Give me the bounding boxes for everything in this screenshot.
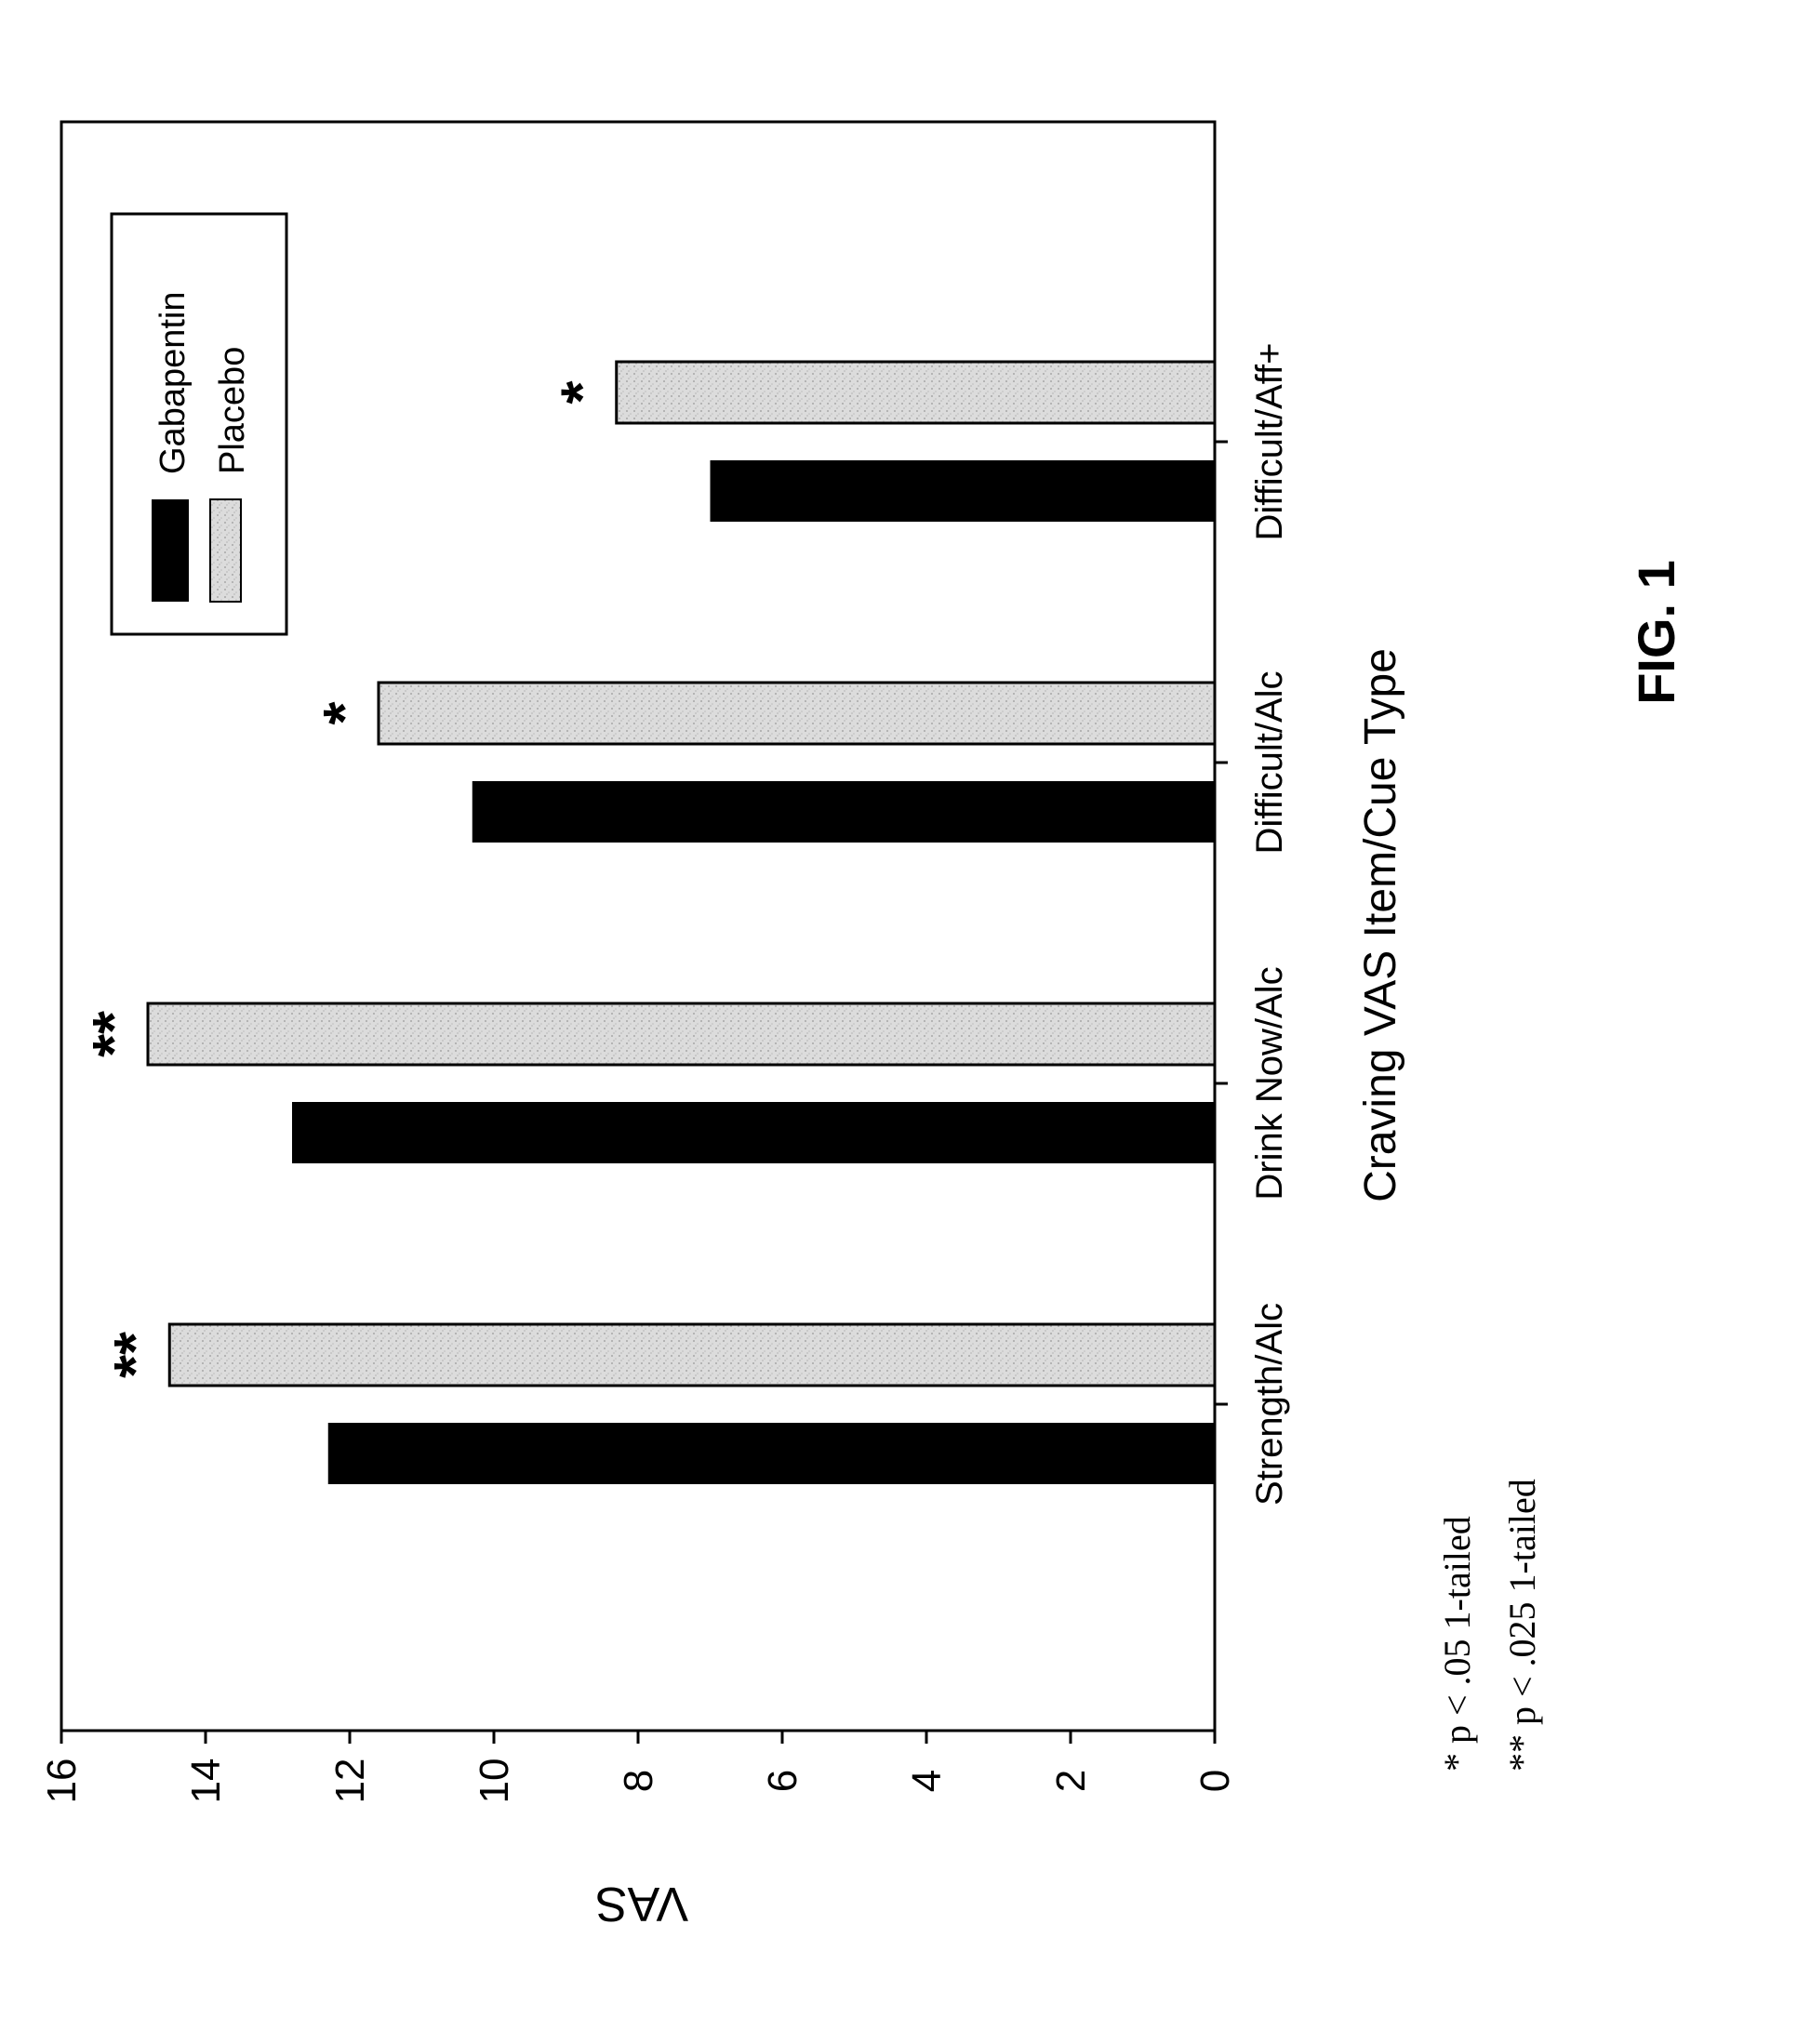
bars bbox=[148, 362, 1215, 1484]
legend-swatch-placebo bbox=[210, 499, 241, 602]
bar-placebo bbox=[379, 683, 1215, 744]
legend-label-gabapentin: Gabapentin bbox=[153, 292, 193, 475]
y-tick-label: 8 bbox=[616, 1770, 661, 1792]
category-label: Difficult/Alc bbox=[1249, 670, 1290, 854]
category-label: Difficult/Aff+ bbox=[1249, 342, 1290, 540]
footnote-one-star: * p < .05 1-tailed bbox=[1436, 1516, 1478, 1772]
bar-placebo bbox=[617, 362, 1215, 423]
significance-mark: ** bbox=[80, 1011, 147, 1057]
y-tick-label: 0 bbox=[1192, 1770, 1238, 1792]
legend: Gabapentin Placebo bbox=[112, 214, 286, 634]
footnote-two-star: ** p < .025 1-tailed bbox=[1501, 1479, 1543, 1772]
bar-gabapentin bbox=[473, 781, 1215, 843]
y-tick-label: 16 bbox=[39, 1759, 85, 1804]
bar-placebo bbox=[169, 1324, 1215, 1386]
bar-gabapentin bbox=[292, 1102, 1215, 1163]
y-axis-title: VAS bbox=[595, 1877, 688, 1931]
legend-label-placebo: Placebo bbox=[213, 347, 252, 474]
bar-gabapentin bbox=[711, 460, 1216, 522]
legend-frame bbox=[112, 214, 286, 634]
category-label: Strength/Alc bbox=[1249, 1303, 1290, 1506]
y-tick-label: 2 bbox=[1048, 1770, 1094, 1792]
y-tick-label: 10 bbox=[472, 1759, 517, 1804]
y-axis-tick-labels: 0 2 4 6 8 10 12 14 16 bbox=[39, 1759, 1238, 1804]
significance-mark: * bbox=[549, 380, 616, 404]
category-label: Drink Now/Alc bbox=[1249, 966, 1290, 1200]
significance-mark: * bbox=[311, 701, 378, 724]
figure-label: FIG. 1 bbox=[1627, 560, 1685, 705]
x-axis-title: Craving VAS Item/Cue Type bbox=[1356, 648, 1405, 1202]
category-labels: Strength/Alc Drink Now/Alc Difficult/Alc Di… bbox=[1249, 342, 1290, 1505]
x-axis-ticks bbox=[1215, 442, 1228, 1404]
legend-swatch-gabapentin bbox=[152, 499, 189, 602]
y-axis-ticks bbox=[61, 1731, 1215, 1744]
y-tick-label: 12 bbox=[327, 1759, 373, 1804]
y-tick-label: 14 bbox=[183, 1759, 229, 1804]
bar-placebo bbox=[148, 1003, 1215, 1065]
significance-mark: ** bbox=[101, 1332, 168, 1378]
y-tick-label: 6 bbox=[760, 1770, 805, 1792]
y-tick-label: 4 bbox=[904, 1770, 950, 1792]
bar-gabapentin bbox=[328, 1423, 1215, 1484]
